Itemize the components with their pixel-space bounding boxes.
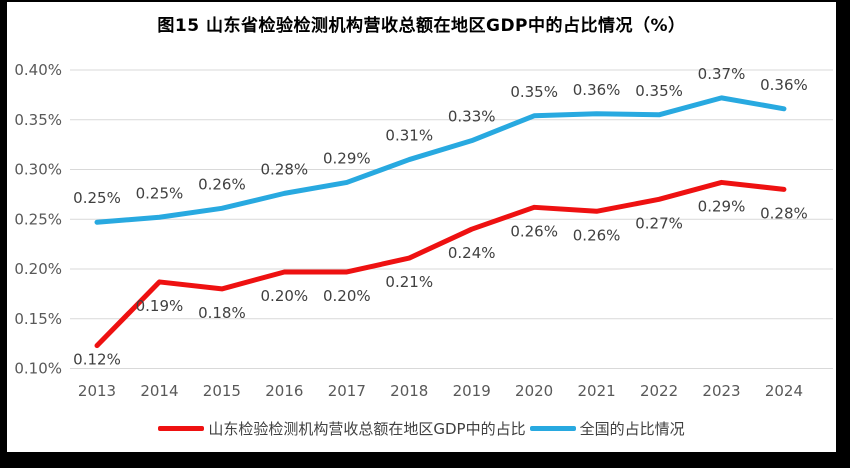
legend-item-shandong: 山东检验检测机构营收总额在地区GDP中的占比 [158, 418, 526, 439]
x-tick-label: 2024 [765, 382, 803, 400]
y-tick-label: 0.20% [14, 260, 62, 278]
y-tick-label: 0.15% [14, 310, 62, 328]
data-label: 0.35% [635, 82, 683, 100]
line-chart: 0.10% 0.15% 0.20% 0.25% 0.30% 0.35% 0.40% 2013 2… [14, 61, 833, 400]
data-label: 0.27% [635, 214, 683, 232]
data-label: 0.24% [448, 244, 496, 262]
chart-title: 图15 山东省检验检测机构营收总额在地区GDP中的占比情况（%） [157, 16, 686, 36]
data-label: 0.26% [510, 222, 558, 240]
data-label: 0.21% [385, 273, 433, 291]
shandong-line-swatch-icon [158, 425, 205, 431]
national-line-swatch-icon [529, 425, 576, 431]
x-tick-label: 2017 [328, 382, 366, 400]
data-label: 0.28% [760, 204, 808, 222]
data-label: 0.26% [573, 226, 621, 244]
x-tick-label: 2018 [390, 382, 428, 400]
data-label: 0.31% [385, 127, 433, 145]
x-tick-label: 2016 [265, 382, 303, 400]
x-tick-label: 2023 [702, 382, 740, 400]
data-label: 0.12% [73, 351, 121, 369]
data-label: 0.25% [136, 184, 184, 202]
x-tick-label: 2022 [640, 382, 678, 400]
y-tick-label: 0.10% [14, 360, 62, 378]
x-tick-label: 2013 [78, 382, 116, 400]
legend-label-shandong: 山东检验检测机构营收总额在地区GDP中的占比 [208, 419, 526, 438]
chart-legend: 山东检验检测机构营收总额在地区GDP中的占比 全国的占比情况 [7, 416, 836, 440]
y-tick-label: 0.35% [14, 111, 62, 129]
chart-frame: 图15 山东省检验检测机构营收总额在地区GDP中的占比情况（%） 0.10% 0.… [7, 2, 836, 452]
legend-item-national: 全国的占比情况 [529, 418, 685, 439]
x-tick-label: 2015 [203, 382, 241, 400]
x-tick-label: 2020 [515, 382, 553, 400]
data-label: 0.20% [261, 287, 309, 305]
data-label: 0.37% [698, 65, 746, 83]
data-label: 0.29% [323, 149, 371, 167]
data-label: 0.36% [573, 81, 621, 99]
data-label: 0.18% [198, 304, 246, 322]
y-tick-label: 0.30% [14, 161, 62, 179]
data-label: 0.20% [323, 287, 371, 305]
series-line-shandong [94, 179, 787, 349]
data-label: 0.29% [698, 197, 746, 215]
data-label: 0.33% [448, 108, 496, 126]
y-tick-label: 0.40% [14, 61, 62, 79]
legend-label-national: 全国的占比情况 [579, 419, 685, 438]
x-tick-label: 2019 [453, 382, 491, 400]
x-tick-label: 2021 [578, 382, 616, 400]
data-label: 0.26% [198, 175, 246, 193]
data-label: 0.36% [760, 76, 808, 94]
data-label: 0.35% [510, 83, 558, 101]
y-tick-label: 0.25% [14, 210, 62, 228]
data-label: 0.25% [73, 189, 121, 207]
data-label: 0.28% [261, 160, 309, 178]
x-tick-label: 2014 [140, 382, 178, 400]
series-line-national [94, 95, 787, 225]
data-label: 0.19% [136, 297, 184, 315]
